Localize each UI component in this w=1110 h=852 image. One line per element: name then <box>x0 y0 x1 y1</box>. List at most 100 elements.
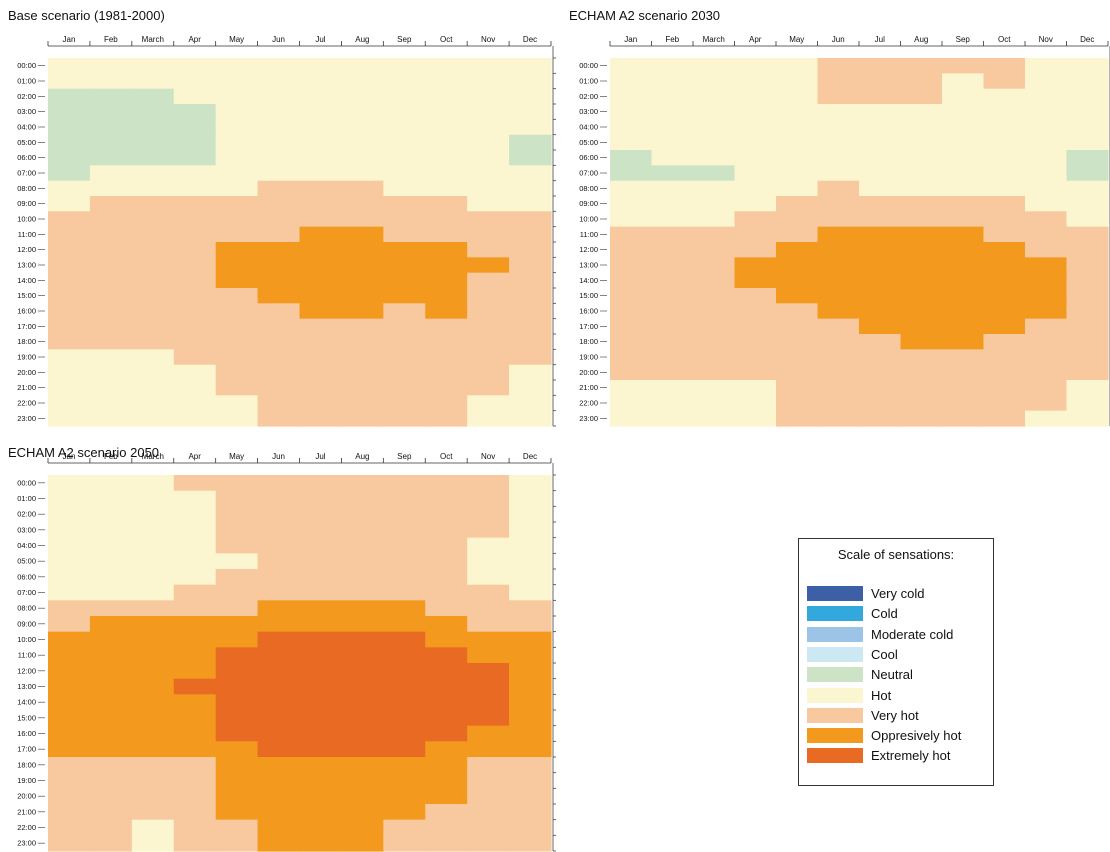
heatmap-cell <box>258 273 301 289</box>
heatmap-cell <box>258 257 301 273</box>
heatmap-cell <box>818 411 860 427</box>
heatmap-cell <box>300 522 343 538</box>
heatmap-cell <box>341 334 384 350</box>
legend-swatch <box>807 627 863 642</box>
heatmap-cell <box>341 788 384 804</box>
x-tick-label: Aug <box>355 452 369 461</box>
heatmap-cell <box>383 89 426 105</box>
heatmap-cell <box>48 788 91 804</box>
heatmap-cell <box>425 553 468 569</box>
heatmap-cell <box>174 196 217 212</box>
heatmap-cell <box>300 288 343 304</box>
heatmap-cell <box>735 380 777 396</box>
heatmap-cell <box>90 242 133 258</box>
heatmap-cell <box>942 211 984 227</box>
heatmap-cell <box>942 58 984 74</box>
heatmap-cell <box>383 616 426 632</box>
heatmap-cell <box>1025 242 1067 258</box>
heatmap-cell <box>610 242 652 258</box>
heatmap-cell <box>1067 165 1109 181</box>
heatmap-cell <box>1025 334 1067 350</box>
heatmap-cell <box>901 89 943 105</box>
heatmap-cell <box>174 741 217 757</box>
heatmap-cell <box>90 150 133 166</box>
heatmap-cell <box>1025 411 1067 427</box>
heatmap-cell <box>90 349 133 365</box>
heatmap-cell <box>216 647 259 663</box>
heatmap-cell <box>693 257 735 273</box>
heatmap-cell <box>341 538 384 554</box>
heatmap-cell <box>693 181 735 197</box>
heatmap-cell <box>901 104 943 120</box>
heatmap-cell <box>90 411 133 427</box>
heatmap-cell <box>383 538 426 554</box>
heatmap-cell <box>174 104 217 120</box>
y-tick-label: 20:00 <box>17 368 36 377</box>
heatmap-cell <box>610 181 652 197</box>
y-tick-label: 23:00 <box>17 414 36 423</box>
heatmap-cell <box>984 319 1026 335</box>
heatmap-cell <box>48 585 91 601</box>
heatmap-cell <box>467 538 510 554</box>
heatmap-cell <box>818 288 860 304</box>
heatmap-cell <box>467 104 510 120</box>
legend: Scale of sensations: Very cold Cold Modera… <box>798 538 994 786</box>
heatmap-cell <box>383 741 426 757</box>
heatmap-cell <box>509 773 552 789</box>
heatmap-cell <box>90 710 133 726</box>
heatmap-cell <box>984 303 1026 319</box>
heatmap-cell <box>693 242 735 258</box>
heatmap-cell <box>818 58 860 74</box>
heatmap-cell <box>425 380 468 396</box>
heatmap-cell <box>300 757 343 773</box>
heatmap-cell <box>300 104 343 120</box>
heatmap-cell <box>467 411 510 427</box>
heatmap-cell <box>300 227 343 243</box>
heatmap-cell <box>383 757 426 773</box>
heatmap-cell <box>300 741 343 757</box>
heatmap-cell <box>984 89 1026 105</box>
heatmap-cell <box>425 288 468 304</box>
heatmap-cell <box>467 303 510 319</box>
heatmap-cell <box>652 380 694 396</box>
heatmap-cell <box>90 694 133 710</box>
heatmap-cell <box>1025 135 1067 151</box>
heatmap-cell <box>341 663 384 679</box>
heatmap-cell <box>258 506 301 522</box>
heatmap-cell <box>174 395 217 411</box>
heatmap-cell <box>901 319 943 335</box>
heatmap-cell <box>652 334 694 350</box>
heatmap-cell <box>610 58 652 74</box>
x-tick-label: Aug <box>355 35 369 44</box>
heatmap-cell <box>509 165 552 181</box>
panel-title: ECHAM A2 scenario 2050 <box>8 445 159 460</box>
heatmap-cell <box>258 726 301 742</box>
heatmap-cell <box>216 303 259 319</box>
heatmap-cell <box>90 119 133 135</box>
heatmap-cell <box>509 788 552 804</box>
heatmap-cell <box>901 273 943 289</box>
heatmap-cell <box>1067 365 1109 381</box>
heatmap-cell <box>258 475 301 491</box>
legend-swatch <box>807 688 863 703</box>
heatmap-cell <box>859 273 901 289</box>
heatmap-cell <box>216 288 259 304</box>
heatmap-cell <box>942 181 984 197</box>
heatmap-cell <box>509 585 552 601</box>
heatmap-cell <box>216 150 259 166</box>
heatmap-cell <box>467 663 510 679</box>
heatmap-cell <box>467 196 510 212</box>
heatmap-cell <box>341 506 384 522</box>
heatmap-cell <box>425 365 468 381</box>
heatmap-cell <box>132 773 175 789</box>
heatmap-cell <box>48 165 91 181</box>
heatmap-cell <box>300 475 343 491</box>
heatmap-cell <box>90 104 133 120</box>
heatmap-cell <box>174 491 217 507</box>
heatmap-cell <box>383 773 426 789</box>
heatmap-cell <box>509 58 552 74</box>
heatmap-cell <box>901 380 943 396</box>
heatmap-cell <box>174 585 217 601</box>
heatmap-cell <box>300 89 343 105</box>
y-tick-label: 15:00 <box>17 713 36 722</box>
